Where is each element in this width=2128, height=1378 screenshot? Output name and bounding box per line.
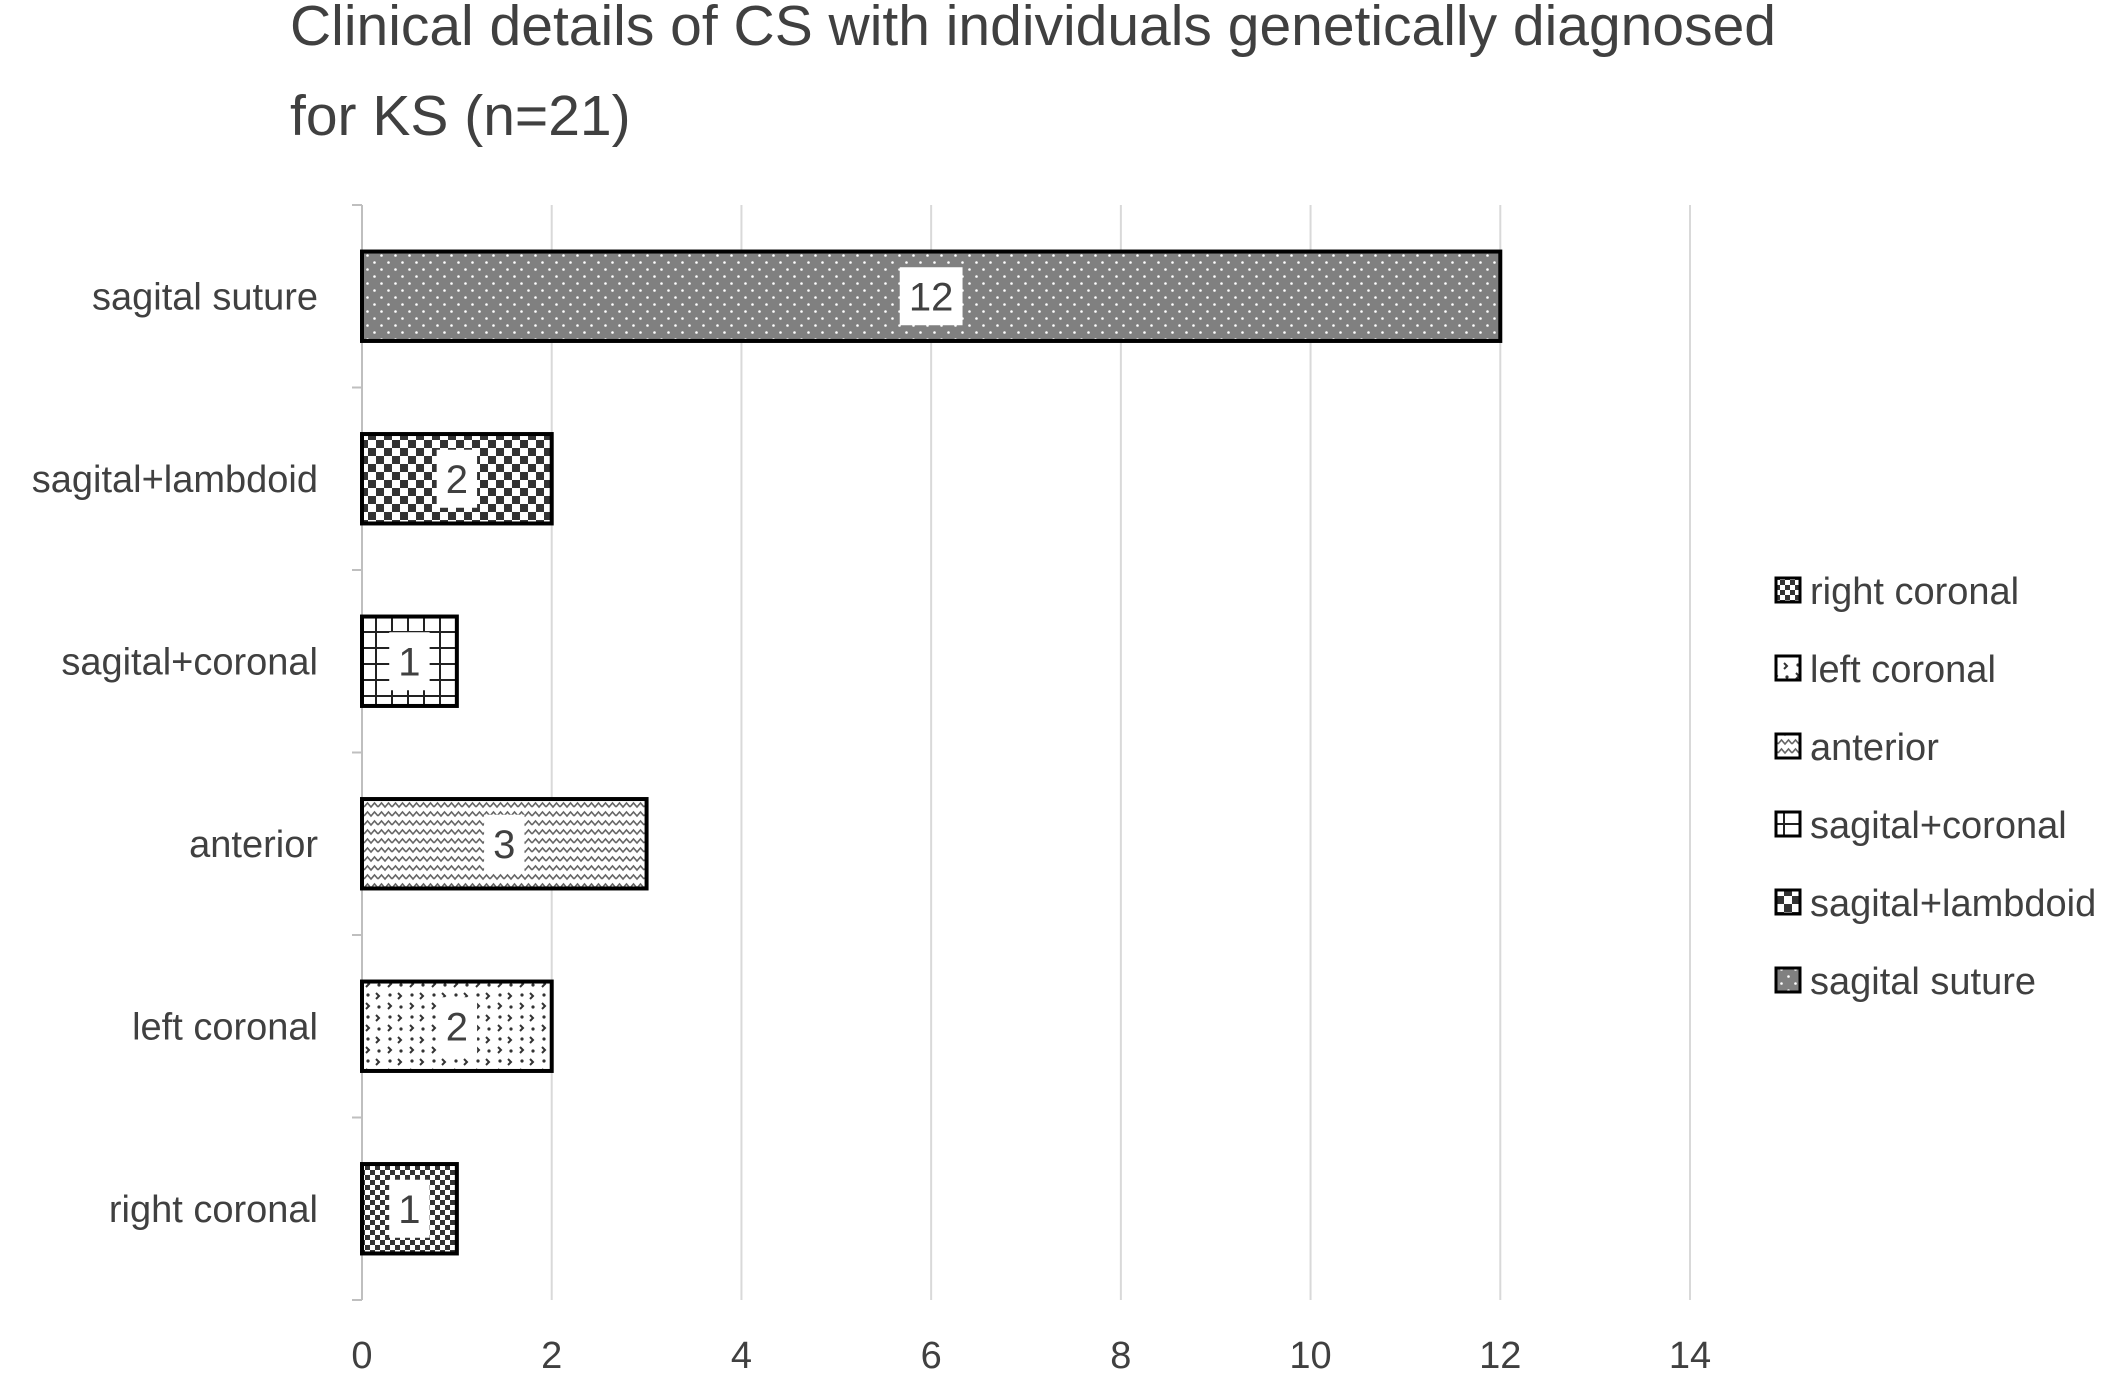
data-label-sagital-lambdoid: 2 — [446, 458, 468, 502]
chart-title-line-2: for KS (n=21) — [290, 84, 631, 148]
x-tick-label-0: 0 — [351, 1335, 372, 1373]
data-label-right-coronal: 1 — [398, 1188, 420, 1232]
legend-label-anterior: anterior — [1810, 727, 1939, 769]
x-tick-label-4: 4 — [731, 1335, 752, 1373]
category-label-left-coronal: left coronal — [132, 1006, 318, 1048]
x-tick-label-2: 2 — [541, 1335, 562, 1373]
legend-label-left-coronal: left coronal — [1810, 649, 1996, 691]
data-label-sagital-coronal: 1 — [398, 641, 420, 685]
gridlines — [550, 205, 1691, 1300]
data-label-left-coronal: 2 — [446, 1006, 468, 1050]
x-tick-label-6: 6 — [921, 1335, 942, 1373]
legend-label-sagital-lambdoid: sagital+lambdoid — [1810, 883, 2096, 925]
legend-swatch-sagital-suture — [1774, 966, 1802, 994]
category-label-right-coronal: right coronal — [109, 1189, 318, 1231]
legend-label-sagital-suture: sagital suture — [1810, 961, 2036, 1003]
y-axis-category-labels: right coronal left coronal anterior sagital… — [32, 276, 319, 1231]
legend-swatch-sagital-coronal — [1774, 810, 1802, 838]
chart-title-line-1: Clinical details of CS with individuals … — [290, 0, 1776, 58]
data-label-background-left-coronal — [436, 997, 478, 1056]
data-label-background-anterior — [484, 814, 525, 873]
legend-swatch-anterior — [1774, 732, 1802, 760]
data-label-background-sagital-suture — [899, 267, 963, 326]
legend-label-right-coronal: right coronal — [1810, 571, 2019, 613]
x-tick-label-12: 12 — [1479, 1335, 1521, 1373]
legend: right coronal left coronal anterior sagital… — [1774, 571, 2096, 1003]
data-label-background-right-coronal — [389, 1179, 430, 1238]
x-tick-label-14: 14 — [1669, 1335, 1711, 1373]
legend-swatch-right-coronal — [1774, 576, 1802, 604]
data-label-sagital-suture: 12 — [909, 276, 954, 320]
category-label-sagital-lambdoid: sagital+lambdoid — [32, 459, 318, 501]
legend-label-sagital-coronal: sagital+coronal — [1810, 805, 2067, 847]
category-label-sagital-coronal: sagital+coronal — [61, 641, 318, 683]
x-tick-label-10: 10 — [1289, 1335, 1331, 1373]
data-label-background-sagital-coronal — [389, 632, 430, 691]
x-axis-tick-labels: 0 2 4 6 8 10 12 14 — [351, 1335, 1711, 1377]
x-tick-label-8: 8 — [1110, 1335, 1131, 1373]
category-axis — [352, 204, 363, 1301]
legend-swatch-sagital-lambdoid — [1774, 888, 1802, 916]
data-label-background-sagital-lambdoid — [436, 449, 478, 508]
legend-swatch-left-coronal — [1774, 654, 1802, 682]
category-label-anterior: anterior — [189, 824, 318, 866]
category-label-sagital-suture: sagital suture — [92, 276, 318, 318]
data-label-anterior: 3 — [493, 823, 515, 867]
